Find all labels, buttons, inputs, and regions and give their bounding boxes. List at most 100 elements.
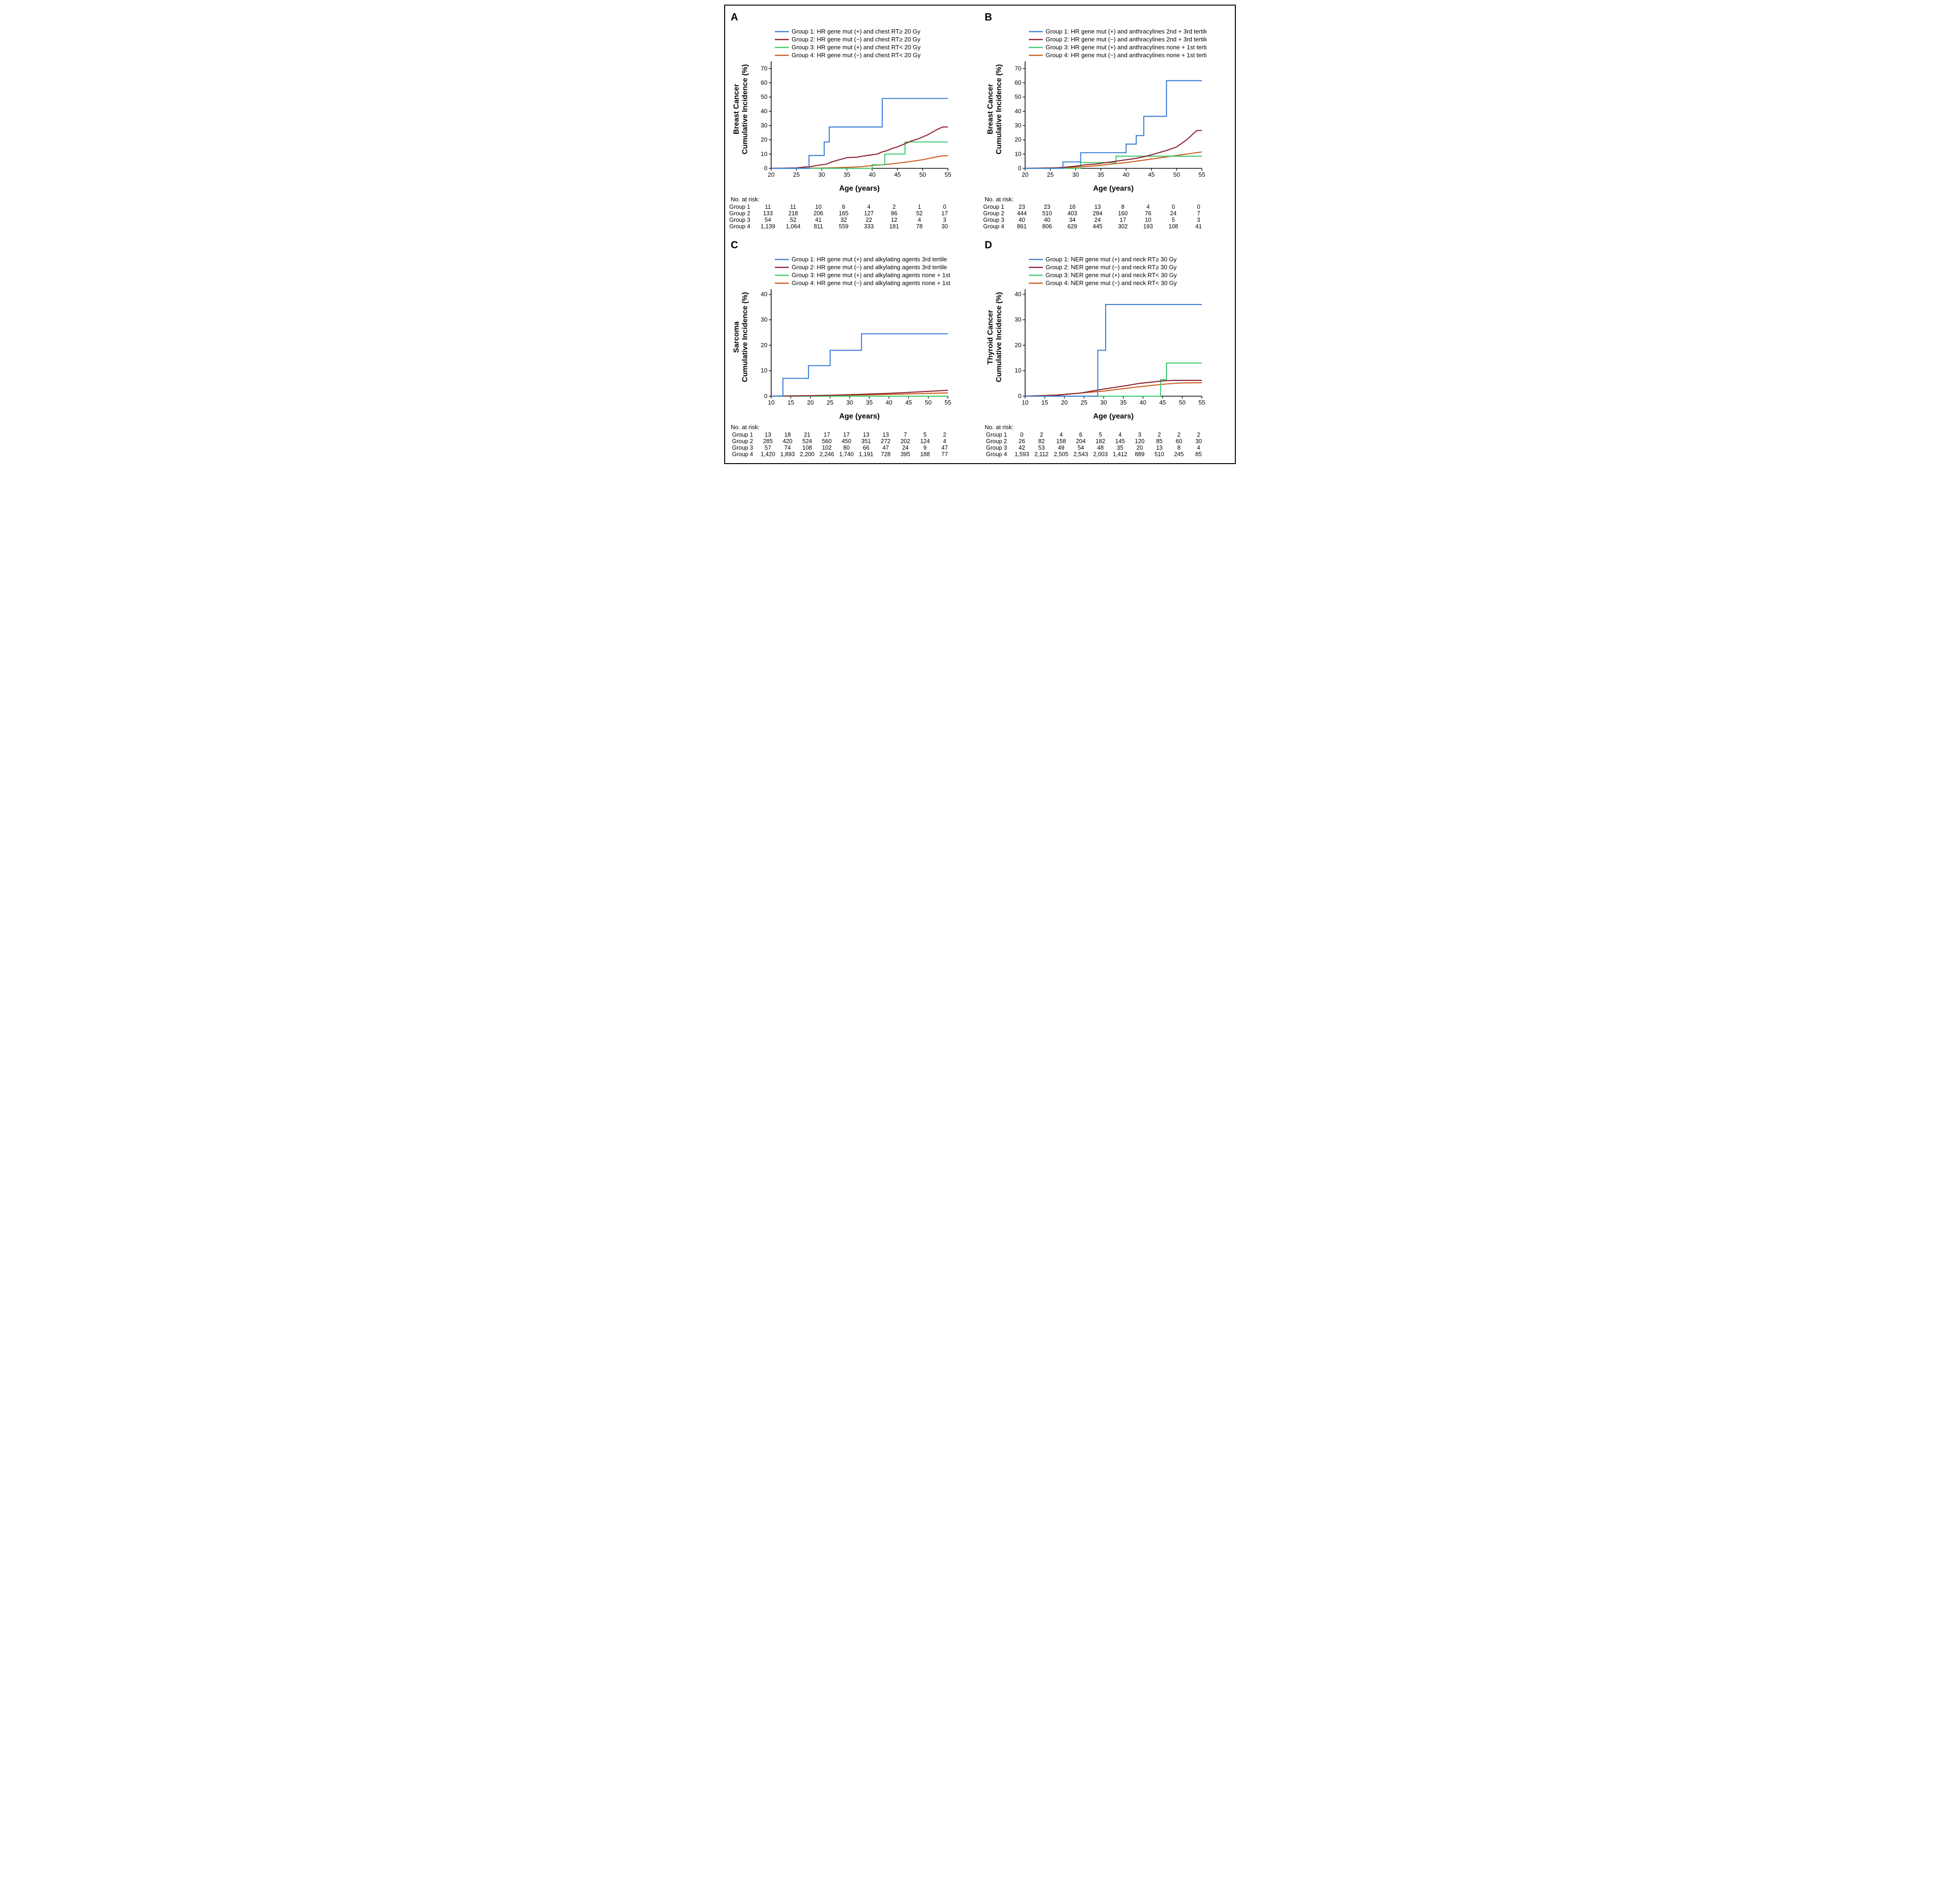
x-tick-label: 25 <box>793 171 800 178</box>
risk-cell: 5 <box>1161 217 1186 223</box>
risk-cell: 41 <box>1186 223 1211 230</box>
panel-A: ABreast CancerCumulative Incidence (%)Gr… <box>731 11 975 230</box>
y-tick-label: 40 <box>1014 107 1021 114</box>
legend-text: Group 3: HR gene mut (+) and chest RT< 2… <box>792 44 921 51</box>
risk-cell: 2 <box>881 204 907 210</box>
y-tick-label: 30 <box>1014 122 1021 129</box>
risk-cell: 0 <box>932 204 957 210</box>
y-axis-label: Thyroid CancerCumulative Incidence (%) <box>985 292 1004 382</box>
x-tick-label: 55 <box>945 399 951 406</box>
risk-cell: 7 <box>1186 210 1211 217</box>
risk-cell: 18 <box>778 432 797 438</box>
risk-cell: 285 <box>758 438 778 445</box>
risk-cell: 9 <box>915 445 935 451</box>
risk-cell: 181 <box>881 223 907 230</box>
figure-container: ABreast CancerCumulative Incidence (%)Gr… <box>724 5 1236 464</box>
x-tick-label: 50 <box>925 399 931 406</box>
risk-cell: 2,505 <box>1051 451 1071 458</box>
risk-cell: 351 <box>856 438 876 445</box>
series-group3 <box>1025 156 1202 168</box>
x-tick-label: 40 <box>1123 171 1129 178</box>
risk-cell: 86 <box>881 210 907 217</box>
risk-row-label: Group 2 <box>727 210 755 217</box>
risk-cell: 284 <box>1085 210 1110 217</box>
x-tick-label: 45 <box>894 171 900 178</box>
risk-cell: 85 <box>1189 451 1208 458</box>
x-tick-label: 30 <box>1100 399 1107 406</box>
x-tick-label: 50 <box>1173 171 1180 178</box>
risk-row: Group 2133218206165127865217 <box>727 210 975 217</box>
risk-row-label: Group 1 <box>727 204 755 210</box>
risk-cell: 2,200 <box>797 451 817 458</box>
legend-text: Group 2: HR gene mut (−) and chest RT≥ 2… <box>792 36 920 43</box>
risk-cell: 52 <box>907 210 932 217</box>
risk-cell: 2 <box>1189 432 1208 438</box>
risk-cell: 1,893 <box>778 451 797 458</box>
risk-cell: 1,139 <box>755 223 780 230</box>
risk-cell: 47 <box>935 445 954 451</box>
x-axis-label: Age (years) <box>1025 185 1202 193</box>
series-group4 <box>1025 152 1202 168</box>
x-tick-label: 15 <box>787 399 794 406</box>
risk-cell: 17 <box>932 210 957 217</box>
x-tick-label: 45 <box>1159 399 1166 406</box>
risk-row-label: Group 4 <box>729 451 758 458</box>
series-group4 <box>771 156 948 168</box>
risk-row-label: Group 1 <box>980 204 1009 210</box>
y-tick-label: 70 <box>760 65 767 72</box>
risk-cell: 2 <box>1149 432 1169 438</box>
x-tick-label: 35 <box>1097 171 1104 178</box>
risk-cell: 245 <box>1169 451 1189 458</box>
y-axis-label: Breast CancerCumulative Incidence (%) <box>985 64 1004 154</box>
risk-cell: 77 <box>935 451 954 458</box>
risk-cell: 4 <box>1051 432 1071 438</box>
risk-cell: 629 <box>1060 223 1085 230</box>
panel-B: B Breast CancerCumulative Incidence (%) Gr… <box>985 11 1229 230</box>
y-tick-label: 10 <box>760 367 767 374</box>
risk-cell: 302 <box>1110 223 1135 230</box>
risk-row-label: Group 3 <box>729 445 758 451</box>
risk-row: Group 111111064210 <box>727 204 975 210</box>
y-tick-label: 20 <box>1014 136 1021 143</box>
risk-row-label: Group 3 <box>980 217 1009 223</box>
risk-row: Group 3425349544835201384 <box>983 445 1229 451</box>
y-tick-label: 50 <box>760 93 767 100</box>
chart-svg: Group 1: HR gene mut (+) and anthracylin… <box>1004 25 1207 181</box>
x-axis-label: Age (years) <box>771 185 948 193</box>
risk-row: Group 244451040328416076247 <box>980 210 1229 217</box>
risk-cell: 133 <box>755 210 780 217</box>
x-tick-label: 40 <box>886 399 892 406</box>
chart-area: Group 1: HR gene mut (+) and anthracylin… <box>1004 25 1207 193</box>
series-group3 <box>771 142 948 168</box>
legend-text: Group 1: HR gene mut (+) and anthracylin… <box>1046 28 1207 35</box>
risk-table: No. at risk:Group 10246543222Group 22682… <box>985 424 1229 458</box>
y-tick-label: 40 <box>760 291 767 298</box>
risk-row: Group 41,5932,1122,5052,5432,0031,412889… <box>983 451 1229 458</box>
risk-cell: 127 <box>856 210 881 217</box>
risk-cell: 54 <box>755 217 780 223</box>
x-tick-label: 45 <box>905 399 912 406</box>
risk-cell: 54 <box>1071 445 1091 451</box>
chart-area: Group 1: HR gene mut (+) and chest RT≥ 2… <box>750 25 953 193</box>
x-tick-label: 30 <box>818 171 825 178</box>
risk-cell: 188 <box>915 451 935 458</box>
risk-cell: 1 <box>907 204 932 210</box>
risk-cell: 403 <box>1060 210 1085 217</box>
risk-cell: 1,593 <box>1012 451 1032 458</box>
risk-cell: 4 <box>907 217 932 223</box>
risk-row: Group 340403424171053 <box>980 217 1229 223</box>
risk-row-label: Group 4 <box>727 223 755 230</box>
risk-cell: 889 <box>1130 451 1149 458</box>
legend-text: Group 2: HR gene mut (−) and alkylating … <box>792 264 947 271</box>
risk-cell: 2,112 <box>1032 451 1051 458</box>
risk-cell: 0 <box>1012 432 1032 438</box>
risk-cell: 82 <box>1032 438 1051 445</box>
legend-text: Group 4: NER gene mut (−) and neck RT< 3… <box>1046 279 1177 286</box>
chart-area: Group 1: NER gene mut (+) and neck RT≥ 3… <box>1004 253 1207 421</box>
risk-cell: 4 <box>935 438 954 445</box>
series-group3 <box>1025 363 1202 396</box>
risk-cell: 193 <box>1135 223 1160 230</box>
risk-cell: 120 <box>1130 438 1149 445</box>
panel-label: C <box>731 239 975 251</box>
panel-label: B <box>985 11 1229 23</box>
